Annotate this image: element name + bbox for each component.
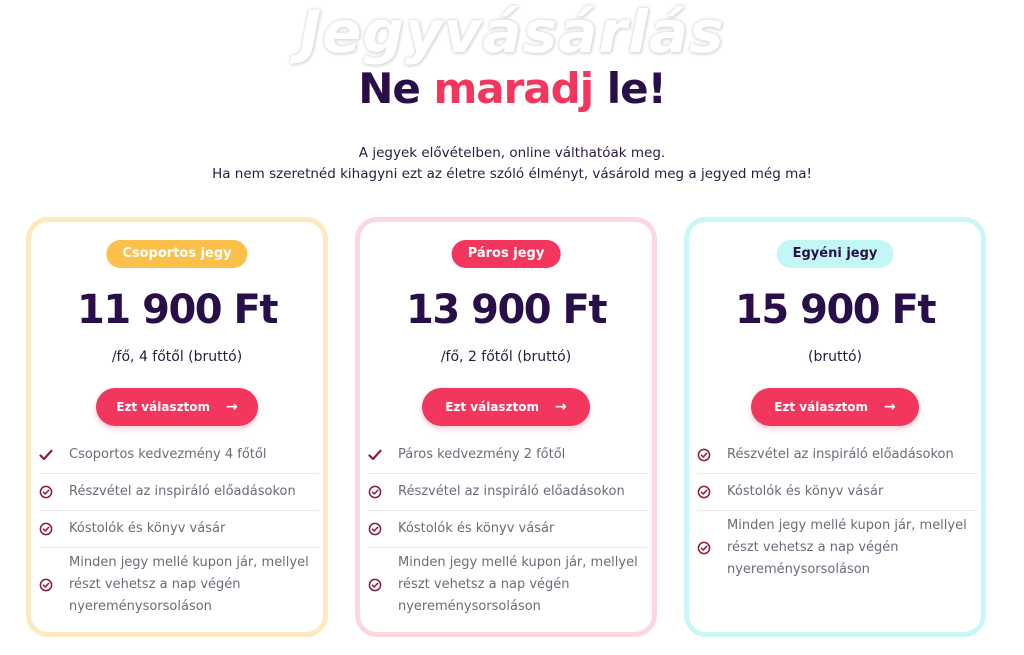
circle-check-icon xyxy=(39,485,69,499)
pricing-card-pair: Páros jegy 13 900 Ft /fő, 2 főtől (brutt… xyxy=(355,217,657,637)
circle-check-icon xyxy=(368,522,398,536)
ticket-price: 11 900 Ft xyxy=(77,287,278,333)
page-headline: Ne maradj le! xyxy=(0,64,1024,113)
intro-line-1: A jegyek elővételben, online válthatóak … xyxy=(358,145,666,161)
list-item: Kóstolók és könyv vásár xyxy=(39,511,319,548)
arrow-right-icon: → xyxy=(555,399,567,415)
feature-list: Csoportos kedvezmény 4 főtől Részvétel a… xyxy=(39,437,319,622)
choose-ticket-button[interactable]: Ezt választom → xyxy=(751,388,919,426)
feature-text: Kóstolók és könyv vásár xyxy=(69,521,226,536)
check-icon xyxy=(368,449,398,461)
feature-text: Páros kedvezmény 2 főtől xyxy=(398,447,566,462)
price-note: /fő, 2 főtől (bruttó) xyxy=(440,349,572,365)
feature-text: Kóstolók és könyv vásár xyxy=(398,521,555,536)
choose-ticket-button[interactable]: Ezt választom → xyxy=(96,388,258,426)
feature-text: Részvétel az inspiráló előadásokon xyxy=(398,484,625,499)
list-item: Kóstolók és könyv vásár xyxy=(697,474,977,511)
feature-text: Minden jegy mellé kupon jár, mellyel rés… xyxy=(69,555,309,614)
list-item: Csoportos kedvezmény 4 főtől xyxy=(39,437,319,474)
choose-ticket-button[interactable]: Ezt választom → xyxy=(422,388,590,426)
feature-text: Kóstolók és könyv vásár xyxy=(727,484,884,499)
circle-check-icon xyxy=(39,578,69,592)
price-note: /fő, 4 főtől (bruttó) xyxy=(111,349,243,365)
feature-list: Páros kedvezmény 2 főtől Részvétel az in… xyxy=(368,437,648,622)
list-item: Minden jegy mellé kupon jár, mellyel rés… xyxy=(39,548,319,622)
circle-check-icon xyxy=(368,485,398,499)
feature-text: Minden jegy mellé kupon jár, mellyel rés… xyxy=(398,555,638,614)
feature-list: Részvétel az inspiráló előadásokon Kósto… xyxy=(697,437,977,585)
section-watermark-title: Jegyvásárlás xyxy=(299,0,725,66)
choose-ticket-label: Ezt választom xyxy=(116,400,211,414)
headline-part-1: Ne xyxy=(358,64,434,113)
choose-ticket-label: Ezt választom xyxy=(774,400,869,414)
pricing-cards: Csoportos jegy 11 900 Ft /fő, 4 főtől (b… xyxy=(26,217,998,637)
ticket-type-badge: Páros jegy xyxy=(451,240,561,268)
circle-check-icon xyxy=(697,448,727,462)
list-item: Páros kedvezmény 2 főtől xyxy=(368,437,648,474)
list-item: Részvétel az inspiráló előadásokon xyxy=(697,437,977,474)
check-icon xyxy=(39,449,69,461)
list-item: Részvétel az inspiráló előadásokon xyxy=(368,474,648,511)
circle-check-icon xyxy=(368,578,398,592)
ticket-type-badge: Csoportos jegy xyxy=(106,240,248,268)
ticket-price: 13 900 Ft xyxy=(406,287,607,333)
list-item: Kóstolók és könyv vásár xyxy=(368,511,648,548)
pricing-card-group: Csoportos jegy 11 900 Ft /fő, 4 főtől (b… xyxy=(26,217,328,637)
feature-text: Részvétel az inspiráló előadásokon xyxy=(69,484,296,499)
arrow-right-icon: → xyxy=(884,399,896,415)
list-item: Minden jegy mellé kupon jár, mellyel rés… xyxy=(697,511,977,585)
list-item: Minden jegy mellé kupon jár, mellyel rés… xyxy=(368,548,648,622)
feature-text: Csoportos kedvezmény 4 főtől xyxy=(69,447,267,462)
choose-ticket-label: Ezt választom xyxy=(445,400,540,414)
ticket-type-badge: Egyéni jegy xyxy=(776,240,894,268)
list-item: Részvétel az inspiráló előadásokon xyxy=(39,474,319,511)
circle-check-icon xyxy=(697,541,727,555)
ticket-price: 15 900 Ft xyxy=(735,287,936,333)
feature-text: Minden jegy mellé kupon jár, mellyel rés… xyxy=(727,518,967,577)
feature-text: Részvétel az inspiráló előadásokon xyxy=(727,447,954,462)
headline-part-2: le! xyxy=(593,64,667,113)
circle-check-icon xyxy=(697,485,727,499)
price-note: (bruttó) xyxy=(808,349,862,365)
pricing-card-single: Egyéni jegy 15 900 Ft (bruttó) Ezt válas… xyxy=(684,217,986,637)
arrow-right-icon: → xyxy=(226,399,238,415)
intro-text: A jegyek elővételben, online válthatóak … xyxy=(0,143,1024,185)
circle-check-icon xyxy=(39,522,69,536)
headline-accent: maradj xyxy=(433,64,594,113)
intro-line-2: Ha nem szeretnéd kihagyni ezt az életre … xyxy=(212,166,812,182)
